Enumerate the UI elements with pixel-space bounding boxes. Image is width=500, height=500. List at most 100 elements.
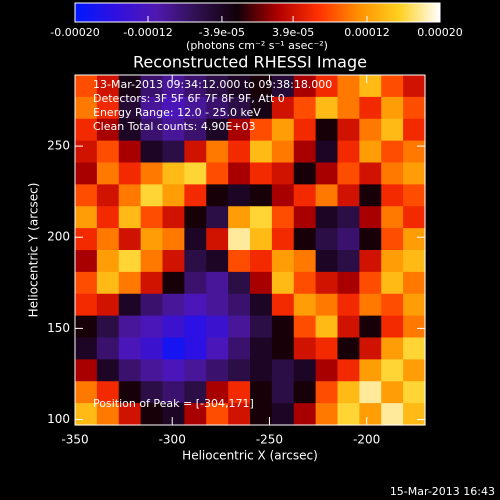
heatmap-cell [228, 403, 251, 426]
heatmap-cell [75, 359, 98, 382]
heatmap-cell [140, 140, 164, 164]
heatmap-cell [162, 271, 185, 295]
heatmap-cell [403, 118, 426, 142]
heatmap-cell [206, 228, 229, 251]
x-tick-label: -200 [353, 433, 380, 447]
heatmap-cell [337, 118, 360, 142]
heatmap-cell [206, 250, 229, 273]
heatmap-cell [162, 381, 185, 404]
heatmap-cell [337, 250, 360, 273]
heatmap-cell [228, 118, 251, 142]
heatmap-cell [75, 206, 98, 229]
heatmap-cell [75, 228, 98, 251]
heatmap-cell [293, 75, 317, 98]
heatmap-cell [403, 140, 426, 164]
heatmap-cell [403, 250, 426, 273]
heatmap-cell [381, 381, 404, 404]
heatmap-cell [359, 403, 382, 426]
annotation: Clean Total counts: 4.90E+03 [93, 120, 256, 133]
heatmap-cell [250, 381, 273, 404]
heatmap-cell [184, 359, 207, 382]
heatmap-cell [337, 140, 360, 164]
heatmap-cell [337, 271, 360, 295]
heatmap-cell [359, 250, 382, 273]
heatmap-cell [228, 250, 251, 273]
heatmap-cell [381, 359, 404, 382]
heatmap-cell [162, 96, 185, 120]
heatmap-cell [337, 184, 360, 207]
heatmap-cell [206, 315, 229, 339]
heatmap-cell [140, 118, 164, 142]
heatmap-cell [293, 359, 317, 382]
heatmap-cell [96, 403, 120, 426]
heatmap-cell [118, 162, 142, 185]
heatmap-cell [118, 96, 142, 120]
y-tick-label: 250 [47, 139, 70, 153]
heatmap-cell [293, 271, 317, 295]
heatmap-cell [140, 315, 164, 339]
heatmap-cell [315, 75, 339, 98]
heatmap-cell [337, 293, 360, 317]
heatmap-cell [206, 381, 229, 404]
heatmap-cell [75, 337, 98, 360]
heatmap-cell [140, 228, 164, 251]
heatmap-cell [381, 118, 404, 142]
heatmap-cell [162, 337, 185, 360]
heatmap-cell [315, 184, 339, 207]
heatmap-cell [118, 403, 142, 426]
heatmap-cell [381, 293, 404, 317]
colorbar-tick-label: -0.00012 [123, 26, 172, 39]
heatmap-cell [75, 250, 98, 273]
heatmap-cell [250, 337, 273, 360]
heatmap-cell [75, 184, 98, 207]
heatmap-cell [359, 315, 382, 339]
chart-title: Reconstructed RHESSI Image [133, 53, 367, 72]
heatmap-cell [250, 228, 273, 251]
heatmap-cell [184, 337, 207, 360]
heatmap-cell [315, 315, 339, 339]
heatmap-cell [271, 359, 295, 382]
heatmap-cell [403, 359, 426, 382]
heatmap-cell [118, 381, 142, 404]
colorbar-tick-label: 3.9e-05 [272, 26, 314, 39]
heatmap-cell [381, 96, 404, 120]
heatmap-cell [315, 206, 339, 229]
heatmap-cell [162, 250, 185, 273]
heatmap-cell [250, 206, 273, 229]
heatmap-cell [96, 315, 120, 339]
heatmap-cell [359, 162, 382, 185]
heatmap-cell [359, 140, 382, 164]
heatmap-cell [359, 359, 382, 382]
x-tick-label: -300 [159, 433, 186, 447]
heatmap-cell [337, 359, 360, 382]
heatmap-cell [315, 271, 339, 295]
heatmap-cell [162, 228, 185, 251]
heatmap-cell [403, 293, 426, 317]
heatmap-cell [228, 271, 251, 295]
y-tick-label: 200 [47, 230, 70, 244]
heatmap-cell [271, 206, 295, 229]
heatmap-cell [250, 140, 273, 164]
heatmap-cell [293, 206, 317, 229]
heatmap-cell [381, 184, 404, 207]
heatmap-cell [96, 162, 120, 185]
heatmap-cell [250, 403, 273, 426]
heatmap-cell [403, 75, 426, 98]
heatmap-cell [96, 75, 120, 98]
heatmap-cell [271, 337, 295, 360]
heatmap-cell [293, 140, 317, 164]
heatmap-cell [403, 184, 426, 207]
heatmap-cell [184, 206, 207, 229]
annotation: Detectors: 3F 5F 6F 7F 8F 9F, Att 0 [93, 92, 285, 105]
heatmap-cell [75, 75, 98, 98]
annotation: Energy Range: 12.0 - 25.0 keV [93, 106, 261, 119]
heatmap-cell [271, 75, 295, 98]
heatmap-cell [162, 403, 185, 426]
heatmap-cell [293, 184, 317, 207]
heatmap-cell [75, 96, 98, 120]
heatmap-cell [228, 315, 251, 339]
heatmap-cell [184, 162, 207, 185]
heatmap-cell [118, 206, 142, 229]
heatmap-cell [359, 337, 382, 360]
